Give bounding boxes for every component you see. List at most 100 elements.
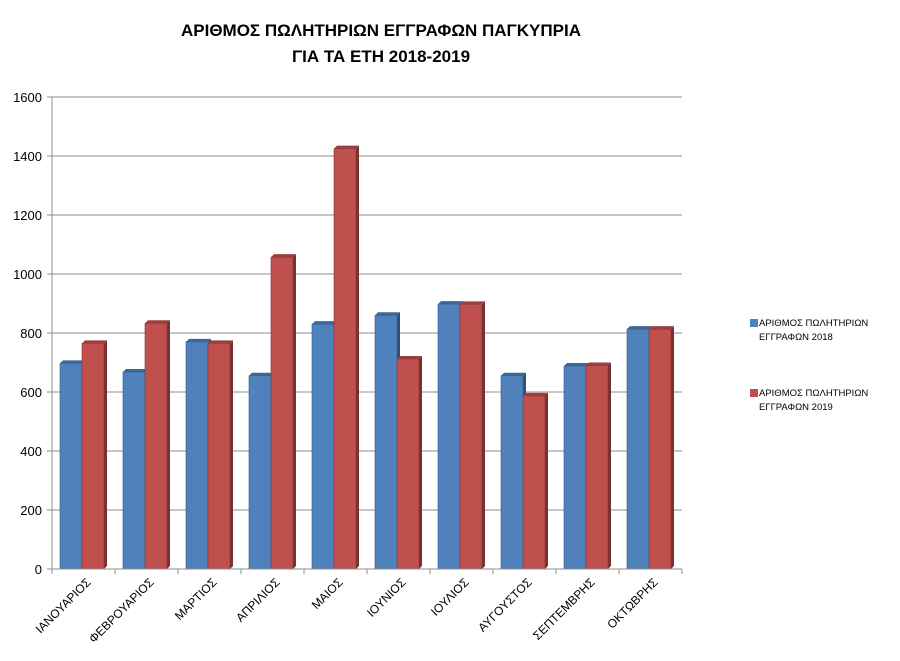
bar-front bbox=[270, 256, 294, 570]
bar-2019-4 bbox=[270, 254, 296, 570]
bar-top bbox=[186, 338, 211, 342]
bar-side bbox=[230, 340, 233, 569]
x-category-label: ΜΑΡΤΙΟΣ bbox=[172, 575, 220, 623]
bar-front bbox=[81, 343, 105, 570]
x-category-label: ΜΑΙΟΣ bbox=[309, 575, 346, 612]
bar-2019-2 bbox=[144, 320, 170, 570]
y-tick-label: 1000 bbox=[13, 267, 42, 282]
bar-top bbox=[649, 326, 674, 330]
bar-2018-4 bbox=[248, 372, 274, 570]
bar-front bbox=[459, 304, 483, 570]
bar-2018-5 bbox=[311, 321, 337, 570]
bar-top bbox=[438, 301, 463, 305]
bar-front bbox=[500, 375, 524, 570]
y-tick-label: 1400 bbox=[13, 149, 42, 164]
bar-top bbox=[123, 368, 148, 372]
legend-label: ΑΡΙΘΜΟΣ ΠΩΛΗΤΗΡΙΩΝ bbox=[759, 318, 868, 329]
bar-top bbox=[397, 355, 422, 359]
y-tick-label: 1200 bbox=[13, 208, 42, 223]
chart-title: ΑΡΙΘΜΟΣ ΠΩΛΗΤΗΡΙΩΝ ΕΓΓΡΑΦΩΝ ΠΑΓΚΥΠΡΙΑ ΓΙΑ… bbox=[181, 21, 581, 66]
bar-side bbox=[356, 145, 359, 569]
bar-top bbox=[627, 326, 652, 330]
bar-front bbox=[185, 341, 209, 570]
bar-side bbox=[293, 254, 296, 569]
bar-2018-3 bbox=[185, 338, 211, 570]
bar-top bbox=[564, 363, 589, 367]
x-category-label: ΦΕΒΡΟΥΑΡΙΟΣ bbox=[86, 575, 157, 646]
bar-2018-6 bbox=[374, 312, 400, 570]
x-category-label: ΟΚΤΩΒΡΗΣ bbox=[604, 575, 660, 631]
legend-swatch bbox=[750, 389, 758, 397]
x-category-label: ΙΑΝΟΥΑΡΙΟΣ bbox=[33, 575, 94, 636]
x-category-label: ΣΕΠΤΕΜΒΡΗΣ bbox=[530, 575, 598, 643]
bar-2018-9 bbox=[563, 363, 589, 570]
bar-2019-3 bbox=[207, 340, 233, 570]
bar-front bbox=[437, 303, 461, 570]
bar-top bbox=[586, 362, 611, 366]
legend-item-2018: ΑΡΙΘΜΟΣ ΠΩΛΗΤΗΡΙΩΝ ΕΓΓΡΑΦΩΝ 2018 bbox=[750, 318, 868, 343]
bar-2019-6 bbox=[396, 355, 422, 570]
axes bbox=[51, 97, 683, 574]
bar-side bbox=[482, 301, 485, 569]
bar-side bbox=[545, 392, 548, 569]
x-category-label: ΙΟΥΝΙΟΣ bbox=[364, 575, 409, 620]
legend-label: ΑΡΙΘΜΟΣ ΠΩΛΗΤΗΡΙΩΝ bbox=[759, 388, 868, 399]
bar-top bbox=[82, 340, 107, 344]
chart-title-line-2: ΓΙΑ ΤΑ ΕΤΗ 2018-2019 bbox=[292, 47, 470, 66]
bar-top bbox=[249, 372, 274, 376]
legend-label: ΕΓΓΡΑΦΩΝ 2018 bbox=[759, 332, 833, 343]
chart-title-line-1: ΑΡΙΘΜΟΣ ΠΩΛΗΤΗΡΙΩΝ ΕΓΓΡΑΦΩΝ ΠΑΓΚΥΠΡΙΑ bbox=[181, 21, 581, 40]
bar-top bbox=[523, 392, 548, 396]
bar-2018-8 bbox=[500, 372, 526, 570]
x-category-label: ΙΟΥΛΙΟΣ bbox=[428, 575, 471, 618]
bar-side bbox=[167, 320, 170, 569]
bar-2019-9 bbox=[585, 362, 611, 570]
bar-2019-7 bbox=[459, 301, 485, 570]
bar-front bbox=[59, 363, 83, 570]
y-tick-label: 0 bbox=[35, 562, 42, 577]
bar-2019-8 bbox=[522, 392, 548, 570]
bar-front bbox=[626, 328, 650, 570]
y-tick-label: 800 bbox=[20, 326, 42, 341]
bar-top bbox=[208, 340, 233, 344]
legend-item-2019: ΑΡΙΘΜΟΣ ΠΩΛΗΤΗΡΙΩΝ ΕΓΓΡΑΦΩΝ 2019 bbox=[750, 388, 868, 413]
bar-front bbox=[248, 375, 272, 570]
bar-front bbox=[122, 371, 146, 570]
bar-front bbox=[563, 365, 587, 570]
bar-front bbox=[144, 322, 168, 570]
bar-side bbox=[608, 362, 611, 569]
bar-top bbox=[312, 321, 337, 325]
bar-top bbox=[375, 312, 400, 316]
bar-2018-1 bbox=[59, 360, 85, 570]
bar-front bbox=[396, 358, 420, 570]
legend-label: ΕΓΓΡΑΦΩΝ 2019 bbox=[759, 402, 833, 413]
y-tick-label: 600 bbox=[20, 385, 42, 400]
bar-front bbox=[522, 395, 546, 570]
bar-2018-2 bbox=[122, 368, 148, 570]
bar-2019-5 bbox=[333, 145, 359, 570]
x-category-label: ΑΥΓΟΥΣΤΟΣ bbox=[475, 575, 534, 634]
bar-front bbox=[648, 328, 672, 570]
y-axis-ticks: 0 200 400 600 800 1000 1200 1400 1600 bbox=[13, 90, 52, 577]
bar-top bbox=[460, 301, 485, 305]
bar-2019-10 bbox=[648, 326, 674, 570]
y-tick-label: 400 bbox=[20, 444, 42, 459]
legend-swatch bbox=[750, 319, 758, 327]
bar-front bbox=[333, 148, 357, 570]
bar-front bbox=[374, 314, 398, 570]
bar-top bbox=[145, 320, 170, 324]
bar-front bbox=[207, 343, 231, 570]
y-tick-label: 200 bbox=[20, 503, 42, 518]
bar-front bbox=[585, 365, 609, 570]
bar-top bbox=[501, 372, 526, 376]
bar-side bbox=[419, 355, 422, 569]
bar-top bbox=[334, 145, 359, 149]
bar-side bbox=[671, 326, 674, 569]
bar-2018-10 bbox=[626, 326, 652, 570]
bar-2019-1 bbox=[81, 340, 107, 570]
bar-top bbox=[60, 360, 85, 364]
x-category-label: ΑΠΡΙΛΙΟΣ bbox=[233, 575, 283, 625]
